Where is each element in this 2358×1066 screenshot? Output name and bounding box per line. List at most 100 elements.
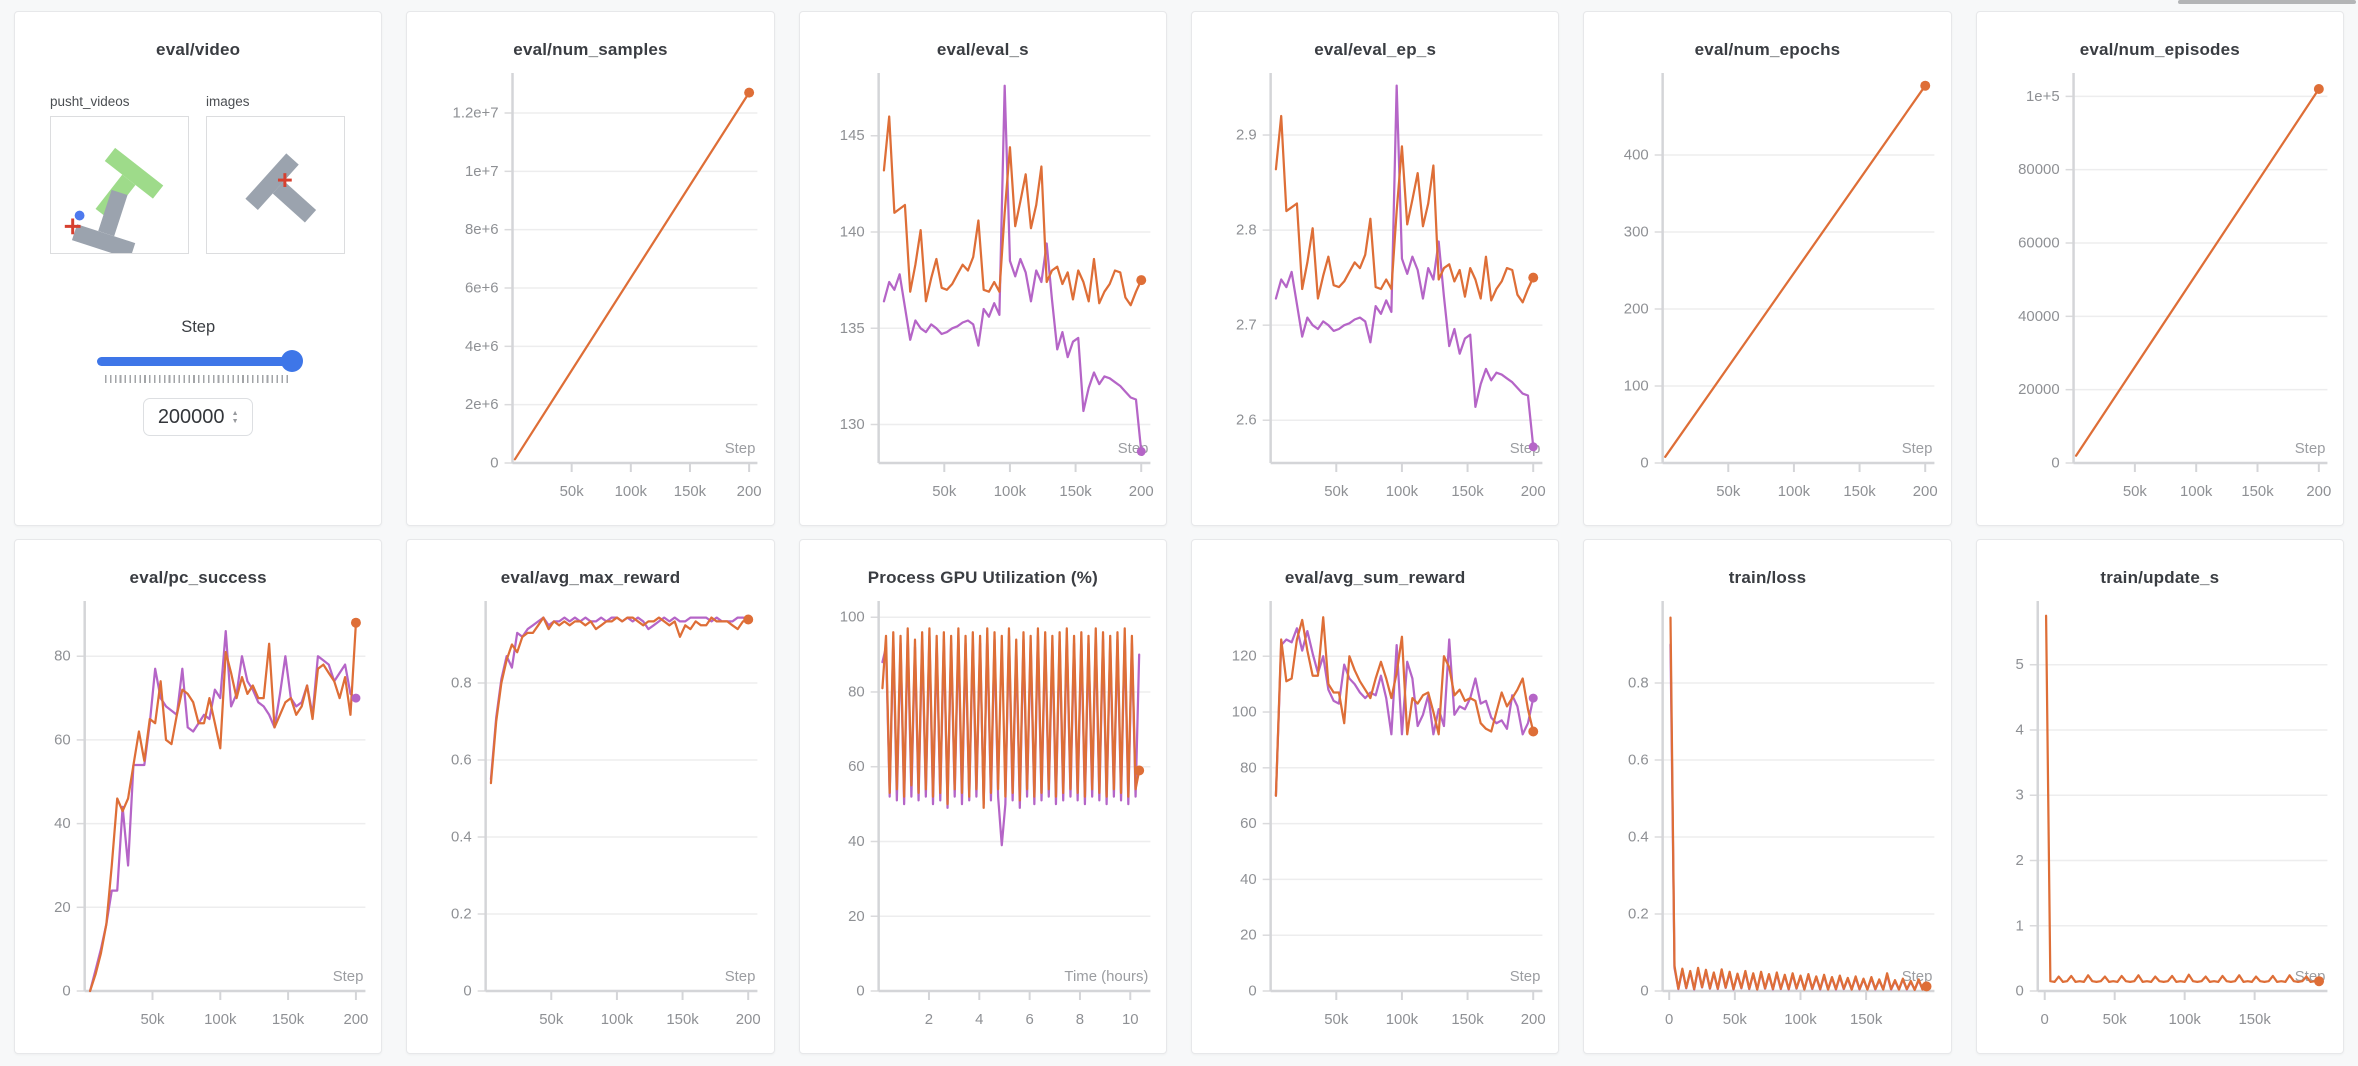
chart-title: eval/avg_sum_reward (1284, 568, 1466, 587)
svg-text:10: 10 (1122, 1011, 1139, 1028)
series-end-dot-orange (1133, 765, 1144, 776)
series-end-dot-orange (1921, 981, 1932, 992)
svg-text:145: 145 (839, 127, 864, 144)
series-end-dot-orange (1528, 726, 1539, 737)
svg-text:200: 200 (1521, 1011, 1546, 1028)
svg-text:100: 100 (1232, 703, 1257, 720)
panel-eval-num-samples[interactable]: eval/num_samples 0 2e+6 4e+6 6e+6 8e+6 1e+7 1.… (406, 11, 775, 526)
svg-text:50k: 50k (2102, 1011, 2127, 1028)
svg-text:1e+5: 1e+5 (2026, 88, 2060, 105)
svg-text:4: 4 (975, 1011, 983, 1028)
panel-eval-num-epochs[interactable]: eval/num_epochs 0 100 200 300 400 50k 100k 150k… (1583, 11, 1952, 526)
step-slider[interactable] (97, 350, 304, 372)
svg-text:0: 0 (62, 982, 70, 999)
media-panel-title: eval/video (156, 40, 241, 59)
svg-text:60: 60 (1240, 815, 1257, 832)
svg-text:150k: 150k (1451, 483, 1484, 500)
svg-text:135: 135 (839, 320, 864, 337)
panel-process-gpu-utilization[interactable]: Process GPU Utilization (%) 0 20 40 60 80 100… (798, 539, 1167, 1054)
panel-eval-avg-sum-reward[interactable]: eval/avg_sum_reward 0 20 40 60 80 100 120 50k 10… (1191, 539, 1560, 1054)
svg-text:4e+6: 4e+6 (465, 338, 499, 355)
panel-eval-eval-s[interactable]: eval/eval_s 130 135 140 145 50k 100k 150k 200 St… (798, 11, 1167, 526)
target-cross-icon (64, 218, 81, 235)
panel-train-loss[interactable]: train/loss 0 0.2 0.4 0.6 0.8 0 50k 100k 150k Step (1583, 539, 1952, 1054)
pusht-image-thumbnail[interactable] (206, 116, 345, 254)
svg-text:2.7: 2.7 (1236, 317, 1257, 334)
svg-text:20000: 20000 (2018, 381, 2059, 398)
svg-text:8e+6: 8e+6 (465, 221, 499, 238)
panel-train-update-s[interactable]: train/update_s 0 1 2 3 4 5 0 50k 100k 150k Step (1975, 539, 2344, 1054)
chart-canvas: 0 20000 40000 60000 80000 1e+5 50k 100k 150k 200 S… (2018, 73, 2331, 500)
x-axis-label: Step (1902, 968, 1933, 985)
svg-text:150k: 150k (272, 1011, 305, 1028)
panel-eval-video[interactable]: eval/video pusht_videos (14, 11, 383, 526)
panel-eval-eval-ep-s[interactable]: eval/eval_ep_s 2.6 2.7 2.8 2.9 50k 100k 150k 20… (1191, 11, 1560, 526)
pusht-video-frame (64, 147, 164, 260)
svg-text:0.6: 0.6 (1628, 751, 1649, 768)
svg-text:100k: 100k (1386, 483, 1419, 500)
svg-text:140: 140 (839, 223, 864, 240)
panel-eval-num-episodes[interactable]: eval/num_episodes 0 20000 40000 60000 80000 1… (1975, 11, 2344, 526)
svg-text:20: 20 (54, 899, 71, 916)
svg-text:50k: 50k (1717, 483, 1742, 500)
slider-track[interactable] (97, 357, 300, 366)
step-slider-label: Step (181, 318, 216, 336)
svg-text:0.2: 0.2 (1628, 905, 1649, 922)
svg-text:1e+7: 1e+7 (465, 163, 499, 180)
svg-text:50k: 50k (560, 483, 585, 500)
svg-text:120: 120 (1232, 648, 1257, 665)
svg-text:100k: 100k (204, 1011, 237, 1028)
chart-title: eval/num_episodes (2079, 40, 2240, 59)
series-end-dot-orange (1135, 275, 1146, 286)
chart-plot-area: 0 20000 40000 60000 80000 1e+5 50k 100k 150k 200 S… (1977, 66, 2343, 521)
chart-canvas: 0 0.2 0.4 0.6 0.8 0 50k 100k 150k Step (1628, 601, 1935, 1028)
panel-eval-pc-success[interactable]: eval/pc_success 0 20 40 60 80 50k 100k 150k 200 S… (14, 539, 383, 1054)
slider-thumb[interactable] (281, 350, 304, 372)
svg-text:50k: 50k (540, 1011, 565, 1028)
stepper-arrows[interactable]: ▲ ▼ (232, 410, 239, 425)
panel-eval-avg-max-reward[interactable]: eval/avg_max_reward 0 0.2 0.4 0.6 0.8 50k 100k… (406, 539, 775, 1054)
svg-text:100k: 100k (1778, 483, 1811, 500)
stepper-up-icon[interactable]: ▲ (231, 409, 239, 417)
svg-text:300: 300 (1624, 223, 1649, 240)
pusht-video-thumbnail[interactable] (50, 116, 189, 260)
series-end-dot-orange (350, 617, 361, 628)
svg-text:0: 0 (1248, 982, 1256, 999)
series-end-dot-orange (744, 87, 755, 98)
svg-text:1.2e+7: 1.2e+7 (453, 104, 499, 121)
chart-plot-area: 0 20 40 60 80 50k 100k 150k 200 Step (15, 594, 381, 1049)
series-end-dot-purple (351, 693, 361, 703)
series-end-dot-purple (1528, 693, 1538, 703)
series-line-orange (2044, 614, 2320, 984)
svg-text:2: 2 (2015, 852, 2023, 869)
series-line-orange (1274, 616, 1535, 797)
svg-text:80: 80 (1240, 759, 1257, 776)
scrollbar-horizontal[interactable] (2178, 0, 2356, 4)
svg-text:400: 400 (1624, 146, 1649, 163)
chart-canvas: 0 100 200 300 400 50k 100k 150k 200 Step (1624, 73, 1938, 500)
svg-text:0.6: 0.6 (451, 751, 472, 768)
series-line-orange (2074, 87, 2320, 457)
svg-text:2e+6: 2e+6 (465, 396, 499, 413)
svg-text:100k: 100k (601, 1011, 634, 1028)
step-value: 200000 (157, 405, 225, 428)
svg-text:200: 200 (2306, 483, 2331, 500)
svg-text:50k: 50k (1324, 1011, 1349, 1028)
x-axis-label: Step (1902, 440, 1933, 457)
svg-text:2.6: 2.6 (1236, 412, 1257, 429)
svg-text:0: 0 (1641, 982, 1649, 999)
svg-text:150k: 150k (674, 483, 707, 500)
step-number-input[interactable]: 200000 ▲ ▼ (143, 398, 254, 436)
chart-title: eval/num_epochs (1694, 40, 1841, 59)
target-cross-icon (277, 173, 292, 187)
x-axis-label: Step (725, 968, 756, 985)
x-axis-label: Step (2294, 440, 2325, 457)
stepper-down-icon[interactable]: ▼ (231, 417, 239, 425)
series-end-dot-purple (1528, 442, 1538, 452)
chart-plot-area: 130 135 140 145 50k 100k 150k 200 Step (800, 66, 1166, 521)
chart-canvas: 0 20 40 60 80 100 2 4 6 8 10 Time (hours) (839, 601, 1151, 1028)
svg-text:0.8: 0.8 (1628, 674, 1649, 691)
chart-plot-area: 0 20 40 60 80 100 2 4 6 8 10 Time (hours) (800, 594, 1166, 1049)
series-end-dot-orange (2313, 84, 2324, 94)
